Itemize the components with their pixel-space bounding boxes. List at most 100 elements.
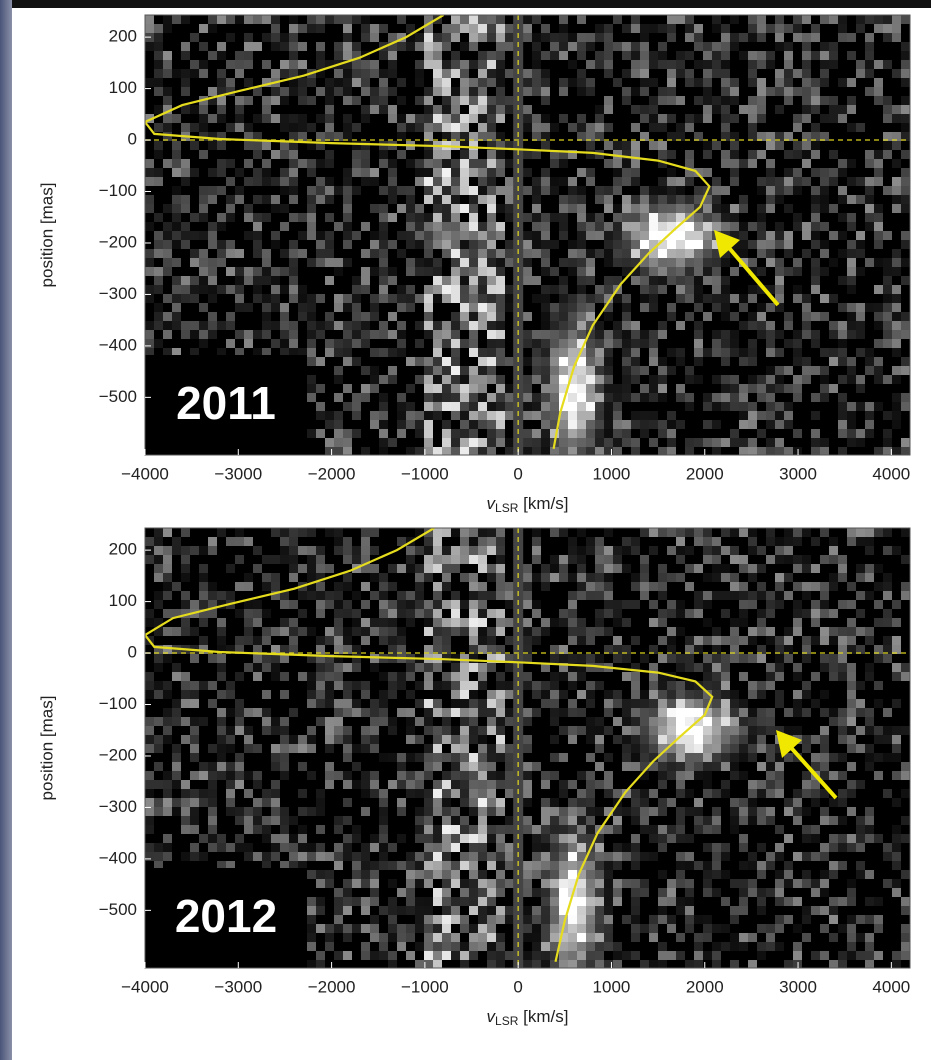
noise-pixel — [505, 24, 514, 33]
noise-pixel — [208, 654, 217, 663]
noise-pixel — [811, 879, 820, 888]
noise-pixel — [487, 708, 496, 717]
noise-pixel — [577, 834, 586, 843]
noise-pixel — [235, 105, 244, 114]
noise-pixel — [847, 420, 856, 429]
noise-pixel — [604, 429, 613, 438]
noise-pixel — [406, 186, 415, 195]
noise-pixel — [775, 591, 784, 600]
noise-pixel — [487, 15, 496, 24]
noise-pixel — [316, 555, 325, 564]
noise-pixel — [325, 195, 334, 204]
noise-pixel — [235, 249, 244, 258]
noise-pixel — [775, 186, 784, 195]
noise-pixel — [667, 249, 676, 258]
noise-pixel — [433, 735, 442, 744]
noise-pixel — [748, 438, 757, 447]
noise-pixel — [901, 726, 910, 735]
noise-pixel — [154, 528, 163, 537]
noise-pixel — [784, 879, 793, 888]
noise-pixel — [559, 312, 568, 321]
noise-pixel — [172, 582, 181, 591]
noise-pixel — [802, 357, 811, 366]
noise-pixel — [883, 105, 892, 114]
noise-pixel — [604, 33, 613, 42]
noise-pixel — [703, 42, 712, 51]
noise-pixel — [631, 708, 640, 717]
noise-pixel — [361, 15, 370, 24]
noise-pixel — [622, 51, 631, 60]
noise-pixel — [550, 357, 559, 366]
noise-pixel — [532, 636, 541, 645]
noise-pixel — [253, 294, 262, 303]
noise-pixel — [640, 717, 649, 726]
noise-pixel — [883, 438, 892, 447]
noise-pixel — [730, 816, 739, 825]
noise-pixel — [433, 285, 442, 294]
noise-pixel — [667, 897, 676, 906]
noise-pixel — [775, 555, 784, 564]
noise-pixel — [685, 276, 694, 285]
noise-pixel — [802, 591, 811, 600]
noise-pixel — [541, 96, 550, 105]
noise-pixel — [361, 789, 370, 798]
noise-pixel — [523, 114, 532, 123]
noise-pixel — [577, 204, 586, 213]
noise-pixel — [784, 528, 793, 537]
noise-pixel — [496, 753, 505, 762]
noise-pixel — [667, 717, 676, 726]
noise-pixel — [622, 240, 631, 249]
noise-pixel — [613, 600, 622, 609]
noise-pixel — [766, 780, 775, 789]
noise-pixel — [451, 555, 460, 564]
y-tick-label: −300 — [99, 284, 137, 303]
noise-pixel — [730, 762, 739, 771]
noise-pixel — [469, 348, 478, 357]
noise-pixel — [604, 825, 613, 834]
noise-pixel — [721, 735, 730, 744]
noise-pixel — [631, 447, 640, 455]
noise-pixel — [289, 267, 298, 276]
noise-pixel — [379, 789, 388, 798]
noise-pixel — [379, 690, 388, 699]
noise-pixel — [604, 438, 613, 447]
noise-pixel — [289, 159, 298, 168]
noise-pixel — [712, 420, 721, 429]
noise-pixel — [586, 717, 595, 726]
noise-pixel — [532, 33, 541, 42]
noise-pixel — [523, 744, 532, 753]
noise-pixel — [775, 411, 784, 420]
noise-pixel — [595, 735, 604, 744]
noise-pixel — [676, 600, 685, 609]
noise-pixel — [676, 357, 685, 366]
noise-pixel — [820, 888, 829, 897]
noise-pixel — [811, 186, 820, 195]
noise-pixel — [334, 267, 343, 276]
noise-pixel — [694, 330, 703, 339]
noise-pixel — [316, 240, 325, 249]
noise-pixel — [640, 789, 649, 798]
noise-pixel — [658, 762, 667, 771]
noise-pixel — [289, 240, 298, 249]
noise-pixel — [415, 717, 424, 726]
noise-pixel — [253, 600, 262, 609]
noise-pixel — [316, 699, 325, 708]
noise-pixel — [721, 897, 730, 906]
noise-pixel — [703, 231, 712, 240]
noise-pixel — [145, 735, 154, 744]
noise-pixel — [784, 573, 793, 582]
noise-pixel — [451, 195, 460, 204]
noise-pixel — [262, 582, 271, 591]
noise-pixel — [307, 159, 316, 168]
noise-pixel — [694, 636, 703, 645]
x-tick-label: −4000 — [121, 464, 169, 483]
noise-pixel — [541, 222, 550, 231]
noise-pixel — [145, 618, 154, 627]
noise-pixel — [226, 33, 235, 42]
noise-pixel — [262, 825, 271, 834]
noise-pixel — [226, 123, 235, 132]
noise-pixel — [775, 105, 784, 114]
noise-pixel — [244, 618, 253, 627]
noise-pixel — [424, 51, 433, 60]
noise-pixel — [874, 726, 883, 735]
